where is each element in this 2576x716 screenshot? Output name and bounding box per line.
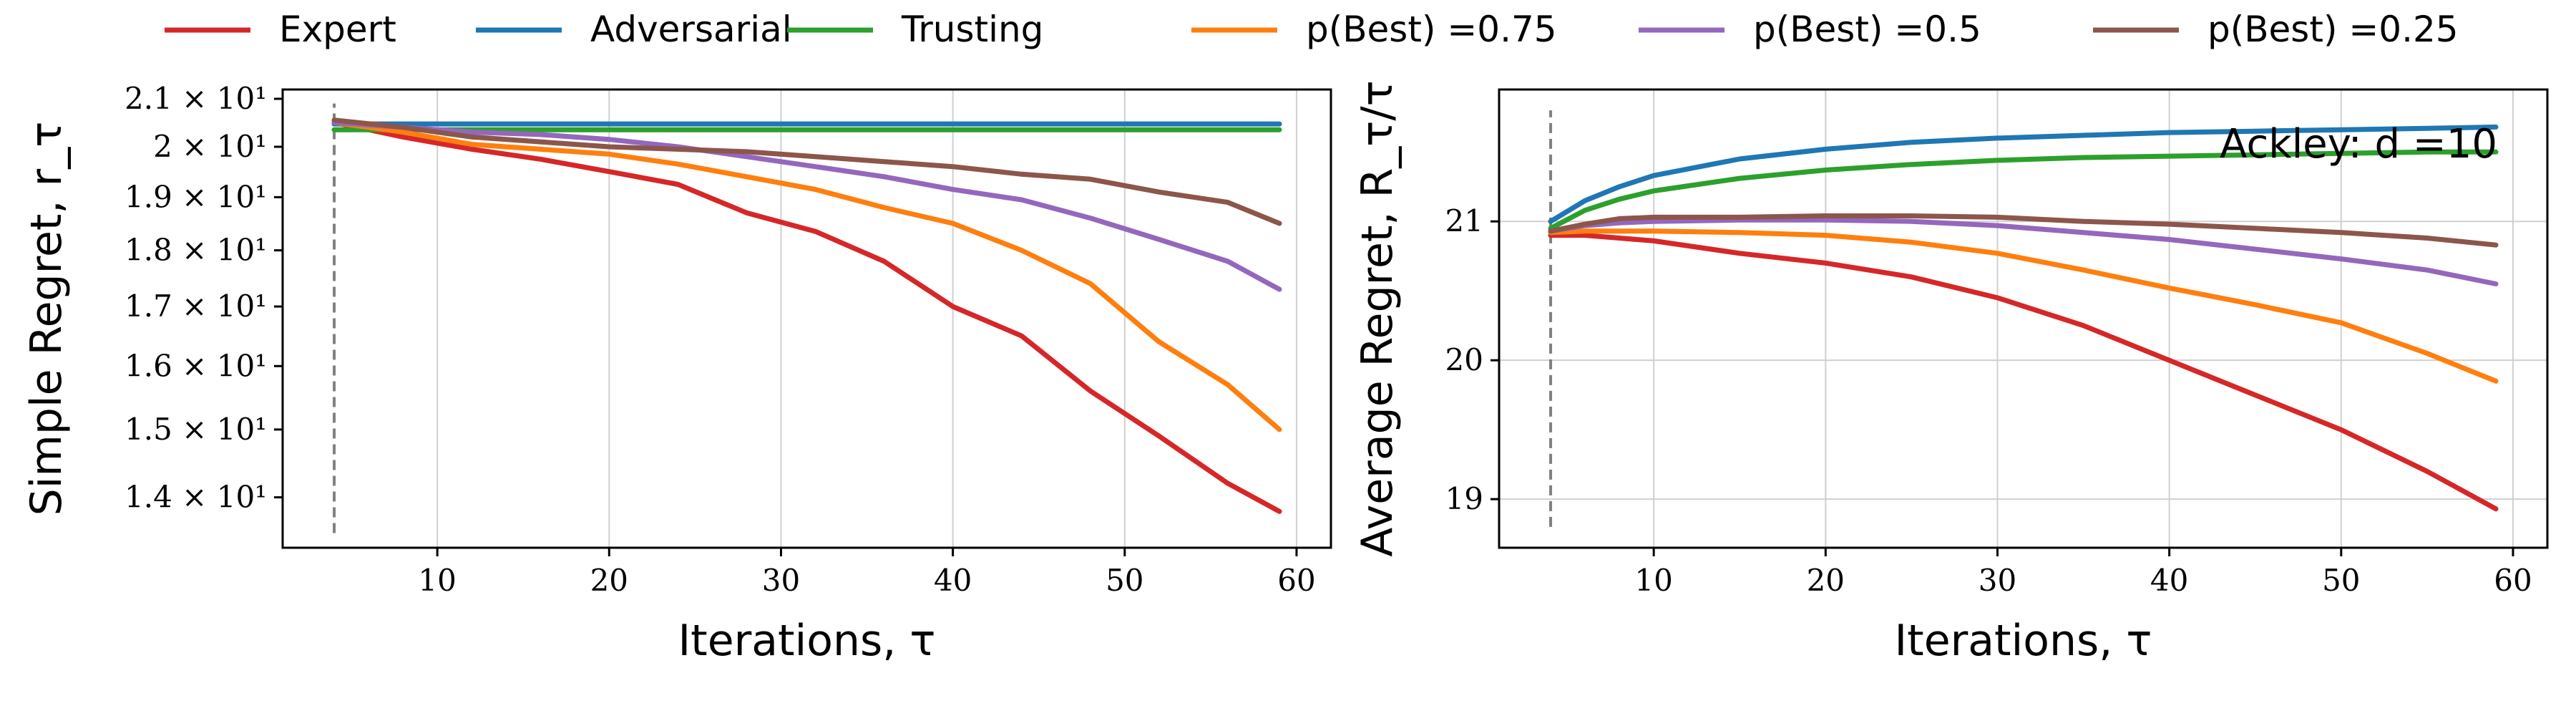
gridlines bbox=[436, 90, 1297, 548]
chart-annotation: Ackley: d =10 bbox=[2220, 121, 2497, 168]
x-axis-label: Iterations, τ bbox=[1894, 616, 2152, 666]
y-tick-label: 20 bbox=[1445, 342, 1483, 377]
legend-entry-p-best-0-25: p(Best) =0.25 bbox=[2093, 9, 2459, 50]
y-tick-label: 2 × 10¹ bbox=[153, 129, 267, 164]
x-tick-label: 20 bbox=[590, 563, 628, 598]
series-group bbox=[1548, 124, 2499, 512]
legend-entry-adversarial: Adversarial bbox=[476, 9, 792, 50]
legend-label: Trusting bbox=[901, 9, 1043, 50]
legend-entry-p-best-0-5: p(Best) =0.5 bbox=[1639, 9, 1981, 50]
y-tick-label: 1.9 × 10¹ bbox=[125, 179, 267, 214]
y-axis-label: Average Regret, R_τ/τ bbox=[1352, 80, 1402, 557]
x-tick-label: 30 bbox=[762, 563, 800, 598]
y-tick-label: 1.4 × 10¹ bbox=[125, 480, 267, 515]
x-tick-label: 10 bbox=[418, 563, 456, 598]
y-tick-label: 1.5 × 10¹ bbox=[125, 412, 267, 447]
y-tick-label: 21 bbox=[1445, 203, 1483, 238]
series-line-p-best-0-75 bbox=[1548, 228, 2499, 384]
plot-frame bbox=[1498, 88, 2549, 549]
series-line-trusting bbox=[1548, 149, 2499, 231]
x-tick-label: 40 bbox=[2150, 563, 2188, 598]
x-axis-label: Iterations, τ bbox=[678, 616, 935, 666]
legend-label: p(Best) =0.25 bbox=[2207, 9, 2459, 50]
x-tick-label: 20 bbox=[1807, 563, 1845, 598]
average-regret-chart: 10 20 30 40 50 60 19 20 21 Iterations, τ Average R… bbox=[1352, 80, 2549, 666]
x-tick-label: 40 bbox=[934, 563, 972, 598]
plot-frame bbox=[281, 88, 1332, 549]
y-tick-label: 1.8 × 10¹ bbox=[125, 233, 267, 268]
x-tick-label: 10 bbox=[1634, 563, 1672, 598]
series-line-p-best-0-75 bbox=[331, 120, 1282, 432]
x-tick-label: 30 bbox=[1979, 563, 2016, 598]
legend: Expert Adversarial Trusting p(Best) =0.75 p(… bbox=[165, 9, 2459, 50]
x-tick-label: 60 bbox=[2494, 563, 2532, 598]
legend-label: Adversarial bbox=[590, 9, 792, 50]
series-line-adversarial bbox=[1548, 124, 2499, 224]
series-line-expert bbox=[331, 120, 1282, 514]
x-tick-label: 50 bbox=[2322, 563, 2360, 598]
y-tick-label: 1.7 × 10¹ bbox=[125, 289, 267, 324]
series-line-p-best-0-25 bbox=[1548, 213, 2499, 248]
legend-entry-expert: Expert bbox=[165, 9, 396, 50]
legend-label: p(Best) =0.75 bbox=[1306, 9, 1557, 50]
y-tick-label: 1.6 × 10¹ bbox=[125, 348, 267, 383]
y-tick-label: 2.1 × 10¹ bbox=[125, 81, 267, 116]
simple-regret-chart: 10 20 30 40 50 60 2.1 × 10¹ 2 × 10¹ 1.9 × 10¹ 1.8… bbox=[21, 81, 1332, 666]
series-line-expert bbox=[1548, 233, 2499, 512]
legend-label: p(Best) =0.5 bbox=[1753, 9, 1981, 50]
series-group bbox=[331, 117, 1282, 514]
series-line-p-best-0-25 bbox=[331, 117, 1282, 226]
x-tick-label: 60 bbox=[1277, 563, 1315, 598]
series-line-p-best-0-5 bbox=[1548, 217, 2499, 286]
y-axis-label: Simple Regret, r_τ bbox=[21, 122, 72, 516]
x-tick-label: 50 bbox=[1106, 563, 1143, 598]
legend-entry-trusting: Trusting bbox=[787, 9, 1043, 50]
series-line-p-best-0-5 bbox=[331, 120, 1282, 292]
legend-entry-p-best-0-75: p(Best) =0.75 bbox=[1191, 9, 1557, 50]
legend-label: Expert bbox=[279, 9, 396, 50]
y-tick-label: 19 bbox=[1445, 481, 1483, 516]
